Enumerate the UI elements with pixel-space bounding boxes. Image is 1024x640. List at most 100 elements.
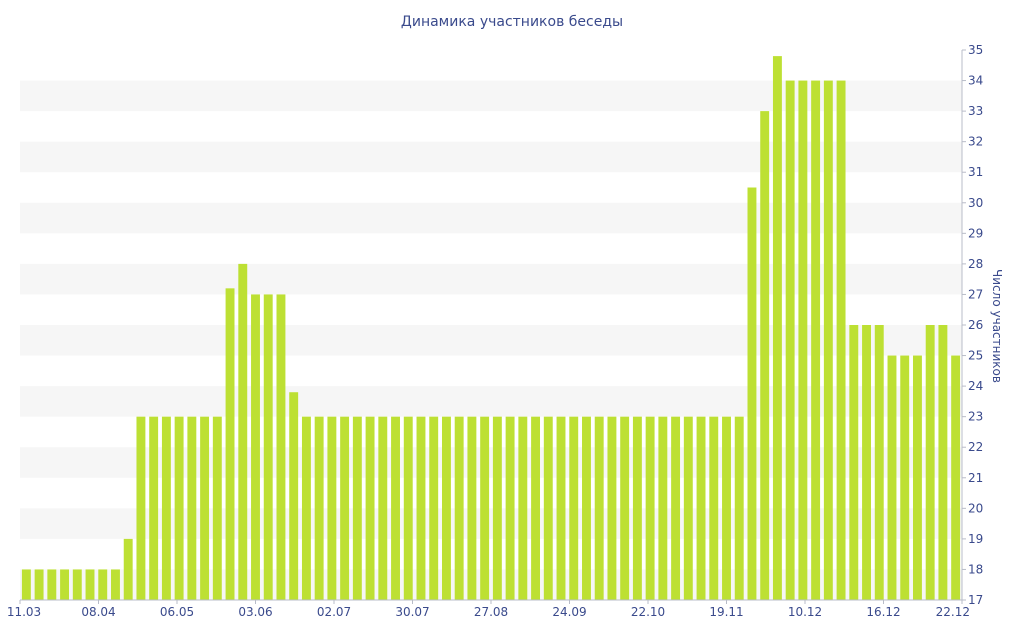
chart-title: Динамика участников беседы	[400, 14, 624, 30]
bar[interactable]	[21, 569, 31, 600]
bar[interactable]	[301, 416, 311, 600]
bar[interactable]	[505, 416, 515, 600]
y-tick-label: 23	[968, 410, 983, 424]
bar[interactable]	[747, 187, 757, 601]
y-tick-label: 25	[968, 349, 983, 363]
bar[interactable]	[454, 416, 464, 600]
bar[interactable]	[238, 263, 248, 600]
bar[interactable]	[416, 416, 426, 600]
bar[interactable]	[531, 416, 541, 600]
bar[interactable]	[874, 325, 884, 600]
x-tick-label: 19.11	[709, 605, 743, 619]
y-tick-label: 20	[968, 501, 983, 515]
bar[interactable]	[136, 416, 146, 600]
bar[interactable]	[47, 569, 57, 600]
bar[interactable]	[912, 355, 922, 600]
y-tick-label: 19	[968, 532, 983, 546]
bar[interactable]	[683, 416, 693, 600]
bar[interactable]	[556, 416, 566, 600]
bar[interactable]	[149, 416, 159, 600]
x-tick-label: 10.12	[788, 605, 822, 619]
bar[interactable]	[174, 416, 184, 600]
bar[interactable]	[327, 416, 337, 600]
bar[interactable]	[391, 416, 400, 600]
bar[interactable]	[849, 325, 859, 600]
y-tick-label: 32	[968, 135, 983, 149]
bar[interactable]	[811, 80, 821, 601]
bar[interactable]	[772, 56, 782, 601]
bar[interactable]	[111, 569, 120, 600]
bar[interactable]	[543, 416, 553, 600]
bar[interactable]	[862, 325, 871, 600]
bar[interactable]	[403, 416, 413, 600]
x-tick-label: 11.03	[7, 605, 41, 619]
y-tick-label: 31	[968, 165, 983, 179]
bar[interactable]	[823, 80, 833, 601]
bar[interactable]	[276, 294, 286, 600]
bar[interactable]	[480, 416, 490, 600]
bar[interactable]	[365, 416, 375, 600]
x-tick-label: 06.05	[160, 605, 194, 619]
bar[interactable]	[85, 569, 95, 600]
y-tick-label: 35	[968, 43, 983, 57]
bar[interactable]	[441, 416, 451, 600]
bar[interactable]	[187, 416, 197, 600]
bar[interactable]	[314, 416, 324, 600]
bar[interactable]	[594, 416, 604, 600]
bar[interactable]	[569, 416, 579, 600]
bar[interactable]	[467, 416, 477, 600]
bar[interactable]	[798, 80, 808, 601]
bar[interactable]	[212, 416, 222, 600]
y-tick-label: 33	[968, 104, 983, 118]
bar[interactable]	[709, 416, 719, 600]
bar[interactable]	[60, 569, 70, 600]
bar[interactable]	[951, 355, 961, 600]
bar[interactable]	[263, 294, 273, 600]
bar[interactable]	[518, 416, 528, 600]
bar[interactable]	[900, 355, 910, 600]
bar[interactable]	[620, 416, 630, 600]
x-tick-label: 02.07	[317, 605, 351, 619]
bar[interactable]	[72, 569, 82, 600]
bar[interactable]	[378, 416, 388, 600]
bar[interactable]	[200, 416, 210, 600]
bar[interactable]	[836, 80, 846, 601]
x-tick-label: 22.12	[936, 605, 970, 619]
bar[interactable]	[34, 569, 44, 600]
bar[interactable]	[161, 416, 171, 600]
bar[interactable]	[734, 416, 744, 600]
x-tick-label: 22.10	[631, 605, 665, 619]
grid-band	[20, 508, 962, 539]
bar[interactable]	[352, 416, 362, 600]
bar[interactable]	[696, 416, 706, 600]
bar[interactable]	[632, 416, 642, 600]
bar[interactable]	[645, 416, 655, 600]
bar[interactable]	[658, 416, 668, 600]
bar[interactable]	[760, 111, 770, 600]
bar[interactable]	[671, 416, 681, 600]
bar[interactable]	[429, 416, 439, 600]
bar[interactable]	[123, 538, 133, 600]
bar[interactable]	[785, 80, 795, 601]
bar[interactable]	[340, 416, 350, 600]
bar[interactable]	[582, 416, 591, 600]
y-axis-label: Число участников	[990, 269, 1004, 383]
x-tick-label: 08.04	[81, 605, 115, 619]
grid-band	[20, 80, 962, 112]
bar[interactable]	[938, 325, 948, 600]
bar[interactable]	[225, 288, 235, 600]
bar[interactable]	[98, 569, 108, 600]
x-tick-label: 27.08	[474, 605, 508, 619]
bar[interactable]	[887, 355, 897, 600]
grid-band	[20, 263, 962, 295]
bar[interactable]	[722, 416, 731, 600]
bar[interactable]	[607, 416, 617, 600]
bar[interactable]	[289, 392, 299, 600]
y-tick-label: 22	[968, 440, 983, 454]
bar[interactable]	[251, 294, 260, 600]
grid-band	[20, 202, 962, 234]
bar[interactable]	[925, 325, 935, 600]
y-tick-label: 24	[968, 379, 983, 393]
bar[interactable]	[492, 416, 502, 600]
